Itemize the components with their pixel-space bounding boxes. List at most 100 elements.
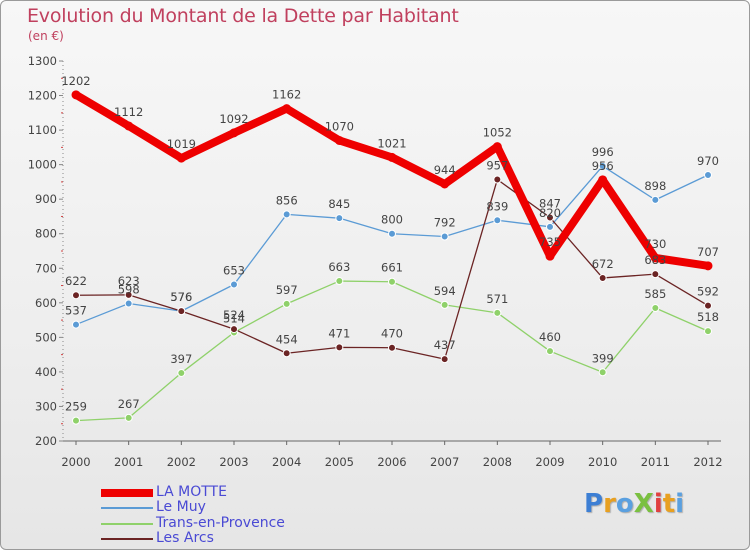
data-label: 585 — [644, 287, 666, 301]
axes: 200 300 400 500 600 700 800 900 1000 1100 1200 1300… — [28, 54, 723, 469]
data-label: 1112 — [114, 105, 143, 119]
legend-label: Les Arcs — [156, 529, 214, 546]
y-tick-label: 300 — [35, 399, 57, 413]
data-point — [598, 273, 607, 282]
data-point — [387, 152, 397, 162]
data-label: 576 — [170, 290, 192, 304]
data-label: 623 — [118, 274, 140, 288]
x-tick-label: 2009 — [535, 455, 564, 469]
data-point — [282, 299, 291, 308]
data-label: 470 — [381, 327, 403, 341]
legend-swatch — [101, 522, 153, 525]
chart-title: Evolution du Montant de la Dette par Hab… — [27, 5, 459, 27]
data-label: 792 — [434, 215, 456, 229]
data-label: 259 — [65, 400, 87, 414]
data-label: 576 — [170, 290, 192, 304]
data-point — [282, 104, 292, 114]
y-tick-label: 1300 — [28, 54, 57, 68]
y-tick-label: 1000 — [28, 158, 57, 172]
x-tick-label: 2004 — [272, 455, 301, 469]
data-point — [651, 270, 660, 279]
y-tick-label: 800 — [35, 227, 57, 241]
series-line-la-motte — [72, 90, 712, 270]
data-point — [598, 162, 607, 171]
x-tick-label: 2007 — [430, 455, 459, 469]
data-labels: 537 598 576 653 856 845 800 792 839 820 996 898 970 2… — [61, 74, 719, 414]
y-tick-label: 700 — [35, 261, 57, 275]
data-label: 1070 — [325, 119, 354, 133]
data-label: 847 — [539, 196, 561, 210]
data-label: 661 — [381, 261, 403, 275]
data-point — [545, 251, 555, 261]
data-point — [598, 175, 608, 185]
data-label: 537 — [65, 304, 87, 318]
data-point — [598, 368, 607, 377]
data-point — [282, 349, 291, 358]
legend-label: Trans-en-Provence — [156, 514, 285, 531]
y-tick-label: 1200 — [28, 89, 57, 103]
data-label: 397 — [170, 352, 192, 366]
y-tick-label: 600 — [35, 296, 57, 310]
data-label: 524 — [223, 308, 245, 322]
data-point — [335, 277, 344, 286]
data-label: 956 — [592, 159, 614, 173]
data-label: 800 — [381, 213, 403, 227]
data-label: 514 — [223, 312, 245, 326]
data-label: 957 — [486, 158, 508, 172]
data-point — [440, 232, 449, 241]
data-point — [72, 320, 80, 329]
data-label: 592 — [697, 285, 719, 299]
legend-swatch — [101, 507, 153, 510]
data-point — [335, 214, 344, 223]
data-label: 267 — [118, 397, 140, 411]
data-label: 856 — [276, 193, 298, 207]
data-label: 820 — [539, 206, 561, 220]
y-tick-label: 400 — [35, 365, 57, 379]
legend-swatch — [101, 537, 153, 540]
data-label: 1052 — [483, 126, 512, 140]
x-tick-label: 2006 — [377, 455, 406, 469]
data-label: 970 — [697, 154, 719, 168]
data-label: 622 — [65, 274, 87, 288]
data-point — [230, 325, 238, 334]
data-label: 399 — [592, 351, 614, 365]
data-label: 730 — [644, 237, 666, 251]
x-tick-label: 2001 — [114, 455, 143, 469]
data-point — [651, 195, 660, 204]
unit-label: (en €) — [28, 29, 64, 43]
data-point — [335, 343, 344, 352]
data-point — [388, 343, 396, 352]
data-label: 460 — [539, 330, 561, 344]
x-tick-label: 2008 — [483, 455, 512, 469]
x-tick-label: 2002 — [167, 455, 196, 469]
data-point — [71, 90, 81, 100]
data-point — [176, 153, 186, 163]
data-point — [440, 179, 450, 189]
data-point — [546, 222, 554, 231]
data-label: 898 — [644, 179, 666, 193]
data-point — [546, 213, 554, 222]
legend-label: Le Muy — [156, 499, 206, 516]
data-point — [546, 347, 554, 356]
data-point — [493, 308, 502, 317]
data-point — [72, 291, 80, 300]
data-label: 437 — [434, 338, 456, 352]
data-label: 1021 — [377, 136, 406, 150]
data-label: 996 — [592, 145, 614, 159]
data-point — [229, 128, 239, 138]
data-label: 1019 — [167, 137, 196, 151]
data-label: 1092 — [219, 112, 248, 126]
data-point — [493, 175, 502, 184]
data-point — [704, 171, 712, 179]
data-point — [651, 304, 660, 312]
data-point — [440, 300, 449, 309]
data-label: 839 — [486, 199, 508, 213]
data-point — [72, 416, 80, 425]
legend-swatch — [101, 489, 153, 497]
data-label: 597 — [276, 283, 298, 297]
x-tick-label: 2011 — [641, 455, 670, 469]
data-point — [493, 216, 502, 225]
data-label: 707 — [697, 245, 719, 259]
